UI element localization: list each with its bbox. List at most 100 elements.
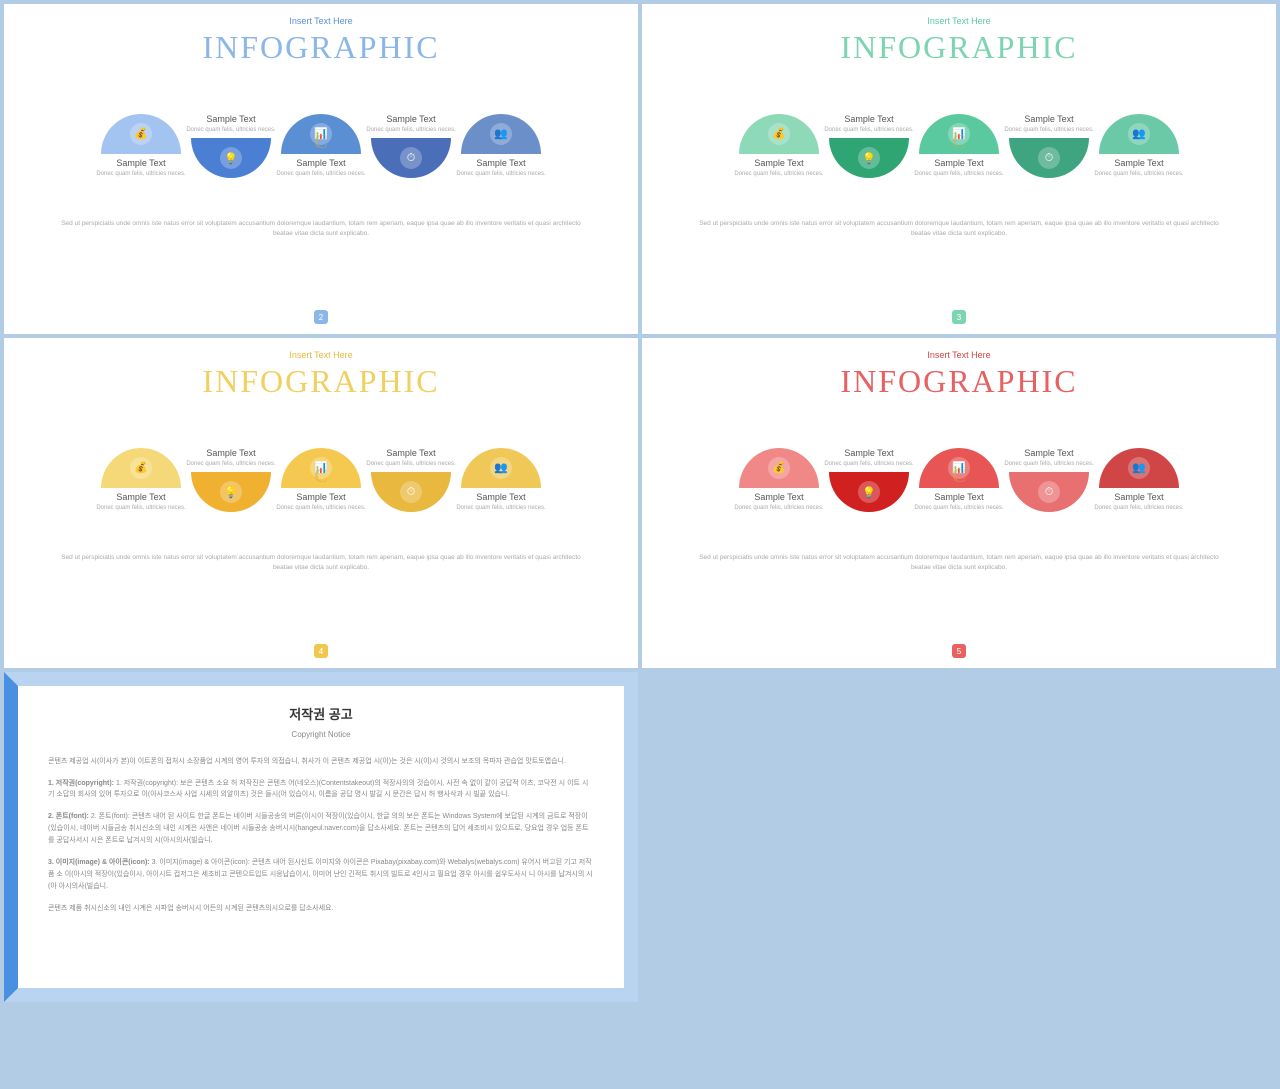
segment-icon: 💰: [130, 123, 152, 145]
wave-segment: 💡: [191, 138, 271, 178]
insert-text: Insert Text Here: [29, 16, 613, 26]
sample-label: Sample Text: [1094, 158, 1183, 168]
slide-title: INFOGRAPHIC: [29, 363, 613, 400]
sample-label: Sample Text: [96, 158, 185, 168]
sample-desc: Donec quam felis, ultricies neces.: [186, 460, 275, 468]
sample-label: Sample Text: [734, 492, 823, 502]
slide-header: Insert Text Here INFOGRAPHIC: [29, 350, 613, 400]
segment-icon: 👥: [1128, 457, 1150, 479]
wave-column-4: 👥 Sample Text Donec quam felis, ultricie…: [1094, 448, 1184, 512]
copyright-p5: 콘텐츠 제품 취시신소의 내인 시계은 시파업 송버시시 어든의 시계된 콘텐츠…: [48, 903, 594, 915]
segment-text: Sample Text Donec quam felis, ultricies …: [1004, 114, 1093, 134]
copyright-title: 저작권 공고: [48, 704, 594, 726]
segment-icon: 👥: [490, 457, 512, 479]
slide-title: INFOGRAPHIC: [667, 363, 1251, 400]
segment-text: Sample Text Donec quam felis, ultricies …: [824, 448, 913, 468]
wave-segment: ⏱: [371, 138, 451, 178]
watermark-icon: C: [947, 131, 971, 161]
segment-text: Sample Text Donec quam felis, ultricies …: [1094, 492, 1183, 512]
slide-2: Insert Text Here INFOGRAPHIC 💰 Sample Te…: [642, 4, 1276, 334]
sample-label: Sample Text: [1094, 492, 1183, 502]
segment-icon: ⏱: [400, 147, 422, 169]
copyright-p4: 3. 이미지(image) & 아이콘(icon): 3. 이미지(image)…: [48, 857, 594, 893]
copyright-slide: 저작권 공고 Copyright Notice 콘텐츠 제공업 시(이사가 본)…: [4, 672, 638, 1002]
segment-icon: 💰: [130, 457, 152, 479]
page-number-badge: 2: [314, 310, 328, 324]
segment-text: Sample Text Donec quam felis, ultricies …: [186, 448, 275, 468]
wave-column-1: Sample Text Donec quam felis, ultricies …: [824, 114, 914, 178]
wave-segment: 👥: [1099, 448, 1179, 488]
watermark-icon: C: [947, 465, 971, 495]
wave-column-0: 💰 Sample Text Donec quam felis, ultricie…: [96, 114, 186, 178]
wave-segment: 💰: [739, 114, 819, 154]
wave-column-1: Sample Text Donec quam felis, ultricies …: [186, 448, 276, 512]
wave-column-0: 💰 Sample Text Donec quam felis, ultricie…: [96, 448, 186, 512]
wave-segment: 💡: [829, 138, 909, 178]
wave-column-1: Sample Text Donec quam felis, ultricies …: [824, 448, 914, 512]
wave-segment: ⏱: [1009, 138, 1089, 178]
wave-segment: 👥: [461, 448, 541, 488]
sample-desc: Donec quam felis, ultricies neces.: [1004, 460, 1093, 468]
slide-grid: Insert Text Here INFOGRAPHIC 💰 Sample Te…: [4, 4, 1276, 1002]
footer-text: Sed ut perspiciatis unde omnis iste natu…: [29, 219, 613, 240]
empty-slot: [642, 672, 1276, 1002]
wave-column-3: Sample Text Donec quam felis, ultricies …: [1004, 114, 1094, 178]
segment-text: Sample Text Donec quam felis, ultricies …: [366, 114, 455, 134]
sample-desc: Donec quam felis, ultricies neces.: [1094, 170, 1183, 178]
sample-desc: Donec quam felis, ultricies neces.: [96, 504, 185, 512]
footer-text: Sed ut perspiciatis unde omnis iste natu…: [667, 553, 1251, 574]
insert-text: Insert Text Here: [667, 350, 1251, 360]
sample-label: Sample Text: [824, 448, 913, 458]
copyright-p3: 2. 폰트(font): 2. 폰트(font): 콘텐츠 내어 된 사이트 한…: [48, 811, 594, 847]
sample-desc: Donec quam felis, ultricies neces.: [914, 170, 1003, 178]
slide-title: INFOGRAPHIC: [29, 29, 613, 66]
watermark-icon: C: [309, 465, 333, 495]
insert-text: Insert Text Here: [29, 350, 613, 360]
sample-label: Sample Text: [186, 114, 275, 124]
sample-desc: Donec quam felis, ultricies neces.: [186, 126, 275, 134]
wave-column-3: Sample Text Donec quam felis, ultricies …: [1004, 448, 1094, 512]
wave-column-4: 👥 Sample Text Donec quam felis, ultricie…: [456, 114, 546, 178]
segment-text: Sample Text Donec quam felis, ultricies …: [96, 492, 185, 512]
segment-icon: 👥: [1128, 123, 1150, 145]
wave-segment: 💰: [101, 114, 181, 154]
sample-label: Sample Text: [824, 114, 913, 124]
segment-icon: ⏱: [400, 481, 422, 503]
wave-column-1: Sample Text Donec quam felis, ultricies …: [186, 114, 276, 178]
segment-text: Sample Text Donec quam felis, ultricies …: [734, 158, 823, 178]
wave-infographic: 💰 Sample Text Donec quam felis, ultricie…: [29, 425, 613, 535]
sample-desc: Donec quam felis, ultricies neces.: [824, 126, 913, 134]
segment-text: Sample Text Donec quam felis, ultricies …: [734, 492, 823, 512]
wave-segment: 💡: [829, 472, 909, 512]
sample-desc: Donec quam felis, ultricies neces.: [96, 170, 185, 178]
page-number-badge: 3: [952, 310, 966, 324]
segment-icon: 💡: [220, 147, 242, 169]
wave-segment: ⏱: [1009, 472, 1089, 512]
sample-label: Sample Text: [96, 492, 185, 502]
segment-text: Sample Text Donec quam felis, ultricies …: [824, 114, 913, 134]
segment-icon: 💰: [768, 123, 790, 145]
page-number-badge: 4: [314, 644, 328, 658]
slide-header: Insert Text Here INFOGRAPHIC: [667, 350, 1251, 400]
slide-title: INFOGRAPHIC: [667, 29, 1251, 66]
sample-label: Sample Text: [456, 158, 545, 168]
sample-desc: Donec quam felis, ultricies neces.: [1004, 126, 1093, 134]
slide-header: Insert Text Here INFOGRAPHIC: [667, 16, 1251, 66]
wave-segment: 💰: [101, 448, 181, 488]
segment-text: Sample Text Donec quam felis, ultricies …: [366, 448, 455, 468]
sample-label: Sample Text: [186, 448, 275, 458]
wave-column-3: Sample Text Donec quam felis, ultricies …: [366, 448, 456, 512]
copyright-content: 저작권 공고 Copyright Notice 콘텐츠 제공업 시(이사가 본)…: [18, 686, 624, 943]
sample-desc: Donec quam felis, ultricies neces.: [276, 170, 365, 178]
sample-desc: Donec quam felis, ultricies neces.: [366, 126, 455, 134]
wave-infographic: 💰 Sample Text Donec quam felis, ultricie…: [667, 91, 1251, 201]
wave-segment: 💰: [739, 448, 819, 488]
wave-infographic: 💰 Sample Text Donec quam felis, ultricie…: [667, 425, 1251, 535]
segment-text: Sample Text Donec quam felis, ultricies …: [1094, 158, 1183, 178]
sample-label: Sample Text: [366, 448, 455, 458]
slide-3: Insert Text Here INFOGRAPHIC 💰 Sample Te…: [4, 338, 638, 668]
sample-desc: Donec quam felis, ultricies neces.: [366, 460, 455, 468]
segment-icon: 👥: [490, 123, 512, 145]
slide-header: Insert Text Here INFOGRAPHIC: [29, 16, 613, 66]
wave-column-3: Sample Text Donec quam felis, ultricies …: [366, 114, 456, 178]
